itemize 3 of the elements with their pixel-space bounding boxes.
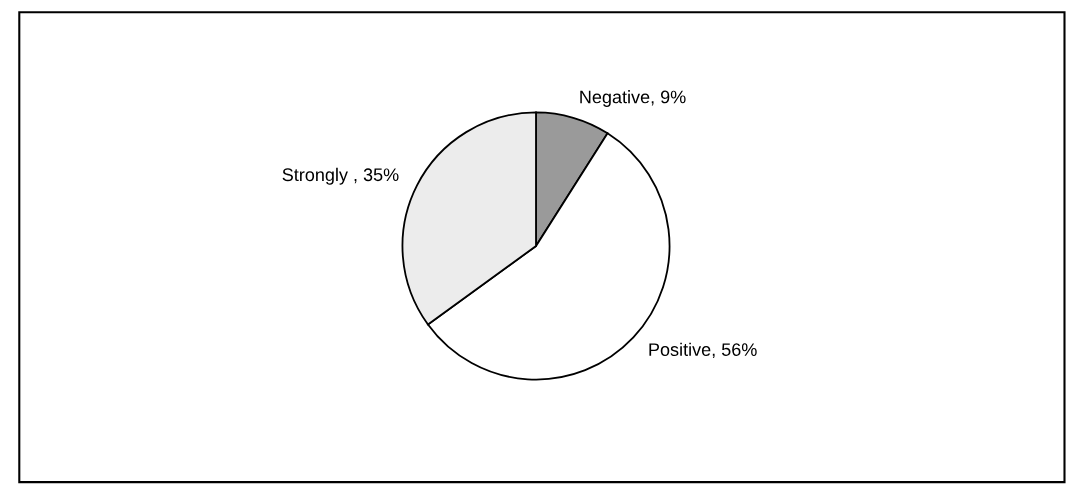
- slice-label: Strongly , 35%: [282, 167, 399, 185]
- slice-label: Positive, 56%: [649, 342, 757, 359]
- slice-label: Negative, 9%: [580, 90, 686, 107]
